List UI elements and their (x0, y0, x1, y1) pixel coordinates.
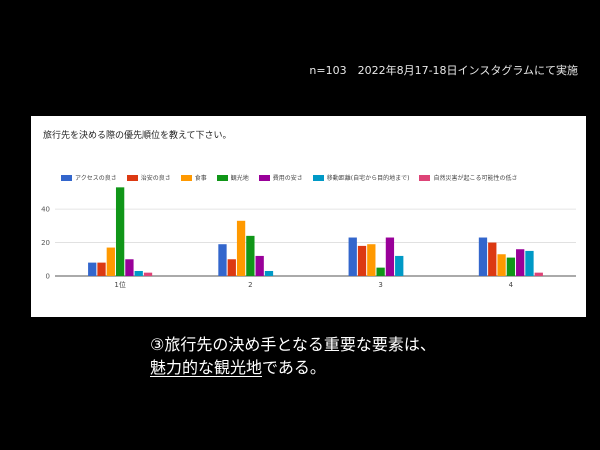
legend-label: 治安の良さ (140, 175, 171, 182)
bar (88, 262, 97, 276)
caption-highlight: 魅力的な観光地 (150, 358, 263, 377)
bar (264, 270, 274, 276)
bar (125, 259, 134, 276)
bar (534, 272, 543, 276)
bar (516, 249, 525, 276)
bar (143, 272, 153, 276)
bar (348, 237, 357, 276)
legend-label: 自然災害が起こる可能性の低さ (433, 175, 518, 182)
bar (506, 257, 516, 276)
legend-swatch (216, 174, 228, 181)
survey-note: n=103 2022年8月17-18日インスタグラムにて実施 (309, 64, 578, 77)
legend-swatch (312, 174, 324, 181)
y-tick-label: 0 (46, 273, 50, 281)
bar (218, 244, 227, 276)
legend-item: アクセスの良さ (61, 173, 117, 182)
bar (367, 244, 376, 276)
bar (255, 255, 264, 276)
legend-label: 移動距離(自宅から目的地まで) (326, 175, 410, 182)
bar (478, 237, 488, 276)
legend-label: 観光地 (230, 175, 249, 182)
chart-title: 旅行先を決める際の優先順位を教えて下さい。 (43, 131, 232, 141)
bar (115, 187, 125, 276)
legend-swatch (180, 174, 192, 181)
y-tick-label: 40 (41, 206, 50, 214)
legend-label: 費用の安さ (272, 175, 303, 182)
bar (246, 235, 255, 276)
legend-label: アクセスの良さ (75, 175, 117, 182)
bar-chart-plot: 0 20 40 1位 2 3 4 (41, 187, 576, 289)
slide-caption: ③旅行先の決め手となる重要な要素は、 魅力的な観光地である。 (150, 333, 436, 379)
chart-card: 旅行先を決める際の優先順位を教えて下さい。 アクセスの良さ 治安の良さ 食事 観光地 費… (31, 116, 586, 317)
x-tick-label: 3 (378, 281, 382, 289)
x-tick-label: 1位 (114, 280, 125, 289)
bar (134, 270, 143, 276)
legend-item: 食事 (180, 173, 207, 182)
bar (395, 255, 404, 276)
bar (385, 237, 395, 276)
y-tick-label: 20 (41, 239, 50, 247)
x-tick-label: 4 (509, 281, 514, 289)
legend-item: 観光地 (216, 173, 249, 182)
bar (376, 267, 385, 276)
caption-line-1: ③旅行先の決め手となる重要な要素は、 (150, 335, 436, 354)
legend-swatch (126, 174, 138, 181)
bar (357, 245, 367, 276)
bar (525, 250, 534, 276)
bar (497, 254, 506, 276)
legend-item: 治安の良さ (126, 173, 171, 182)
legend-swatch (419, 174, 431, 181)
legend-swatch (258, 174, 270, 181)
legend-label: 食事 (194, 175, 207, 182)
legend-swatch (61, 174, 72, 181)
legend-item: 自然災害が起こる可能性の低さ (419, 173, 517, 182)
bar (97, 262, 106, 276)
legend-item: 移動距離(自宅から目的地まで) (312, 173, 410, 182)
bar (236, 220, 246, 276)
legend-item: 費用の安さ (258, 173, 303, 182)
bar (488, 242, 497, 276)
bar (227, 259, 236, 276)
x-tick-label: 2 (248, 281, 252, 289)
caption-line-2: 魅力的な観光地である。 (150, 356, 436, 379)
bar (106, 247, 115, 276)
chart-legend: アクセスの良さ 治安の良さ 食事 観光地 費用の安さ 移動距離(自宅から目的地まで) 自然災… (61, 173, 517, 182)
caption-line-2-rest: である。 (262, 358, 326, 377)
